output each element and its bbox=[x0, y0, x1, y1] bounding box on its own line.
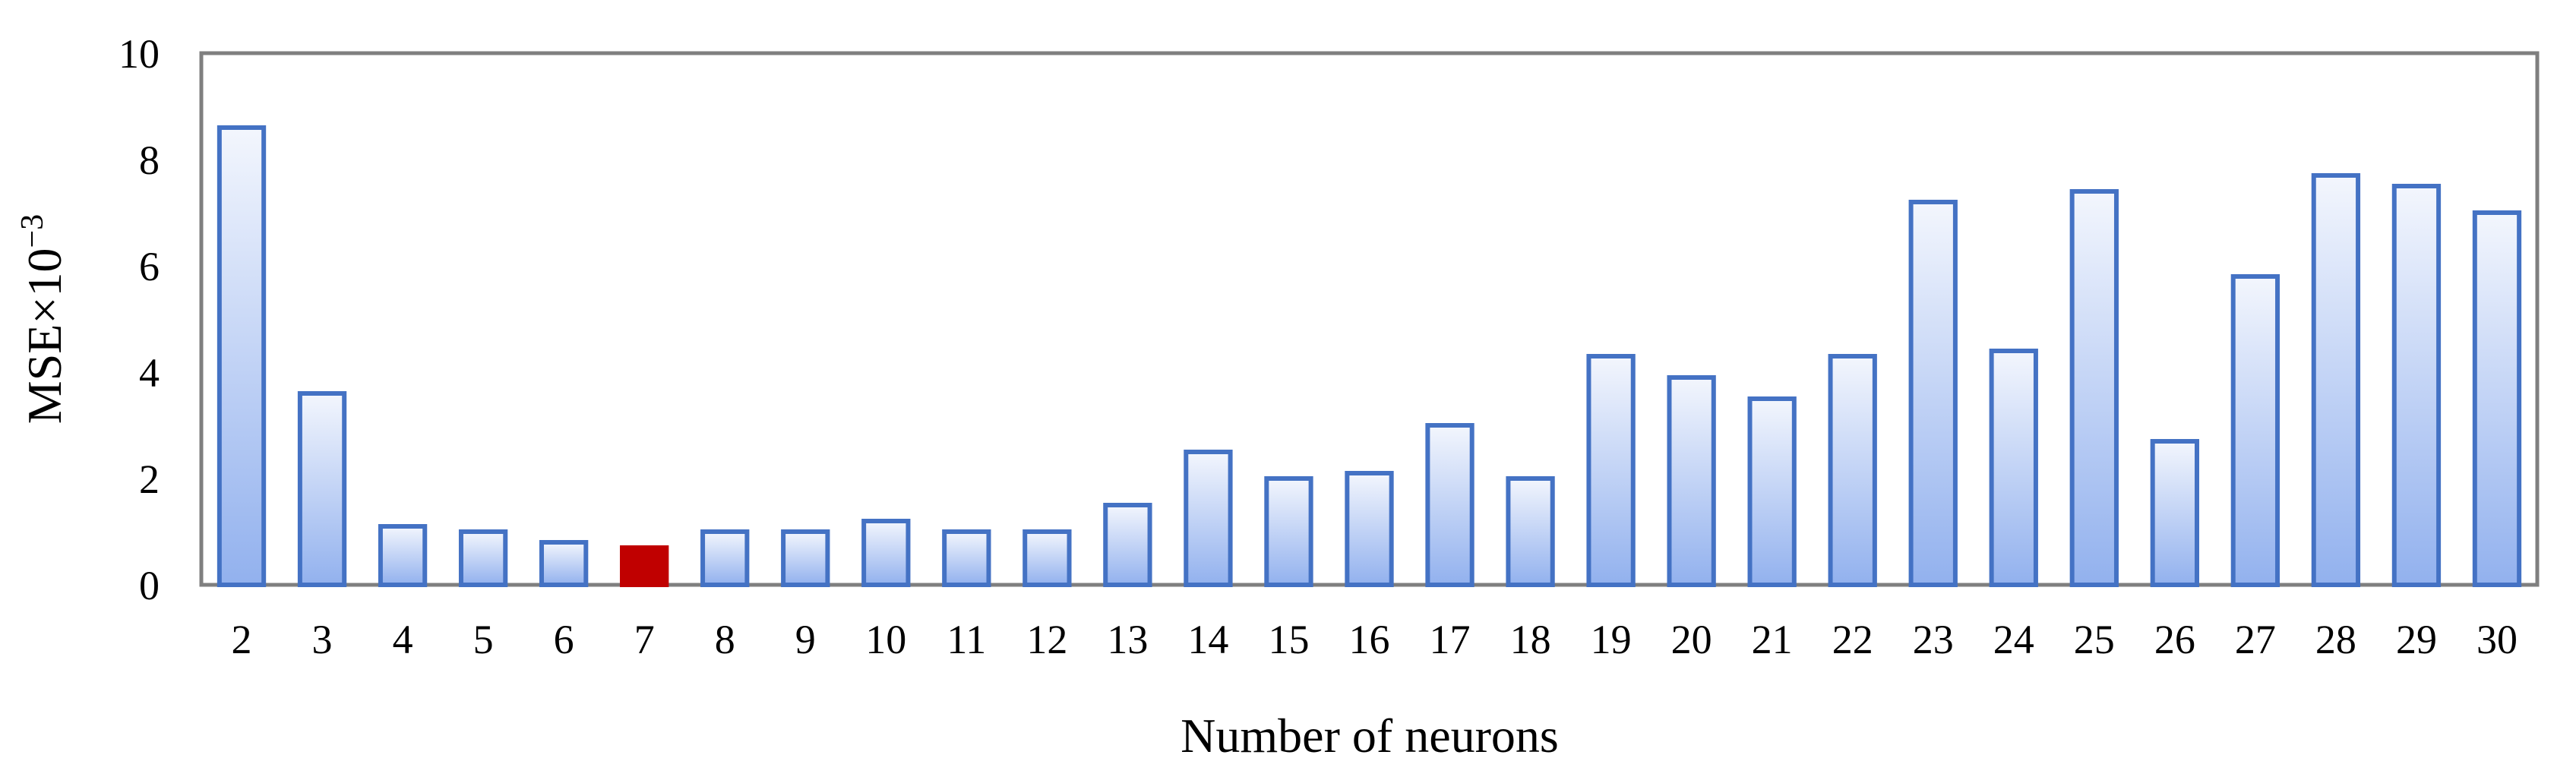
bar bbox=[1345, 471, 1394, 587]
bar bbox=[1022, 529, 1072, 587]
x-axis-title: Number of neurons bbox=[1181, 709, 1559, 763]
bar bbox=[861, 519, 911, 587]
bars-group bbox=[217, 125, 2522, 587]
x-tick-label: 26 bbox=[2154, 617, 2195, 662]
bar bbox=[458, 529, 508, 587]
bar bbox=[1425, 423, 1474, 587]
y-tick-label: 0 bbox=[139, 563, 160, 608]
bar bbox=[1908, 200, 1958, 587]
y-tick-label: 10 bbox=[119, 31, 160, 77]
x-tick-label: 30 bbox=[2476, 617, 2518, 662]
y-tick-label: 2 bbox=[139, 456, 160, 502]
x-tick-label: 7 bbox=[634, 617, 655, 662]
bar bbox=[1828, 354, 1877, 587]
x-tick-label: 18 bbox=[1510, 617, 1551, 662]
bar bbox=[942, 529, 991, 587]
bar bbox=[2391, 184, 2442, 587]
bar bbox=[1506, 476, 1555, 587]
bar bbox=[781, 529, 830, 587]
x-tick-label: 10 bbox=[865, 617, 906, 662]
x-tick-label: 15 bbox=[1268, 617, 1309, 662]
x-tick-label: 19 bbox=[1591, 617, 1632, 662]
bar bbox=[1747, 396, 1797, 587]
x-tick-label: 12 bbox=[1026, 617, 1067, 662]
x-tick-label: 4 bbox=[393, 617, 413, 662]
x-tick-label: 24 bbox=[1993, 617, 2034, 662]
x-tick-label: 16 bbox=[1349, 617, 1390, 662]
y-axis-tick-labels: 0 2 4 6 8 10 bbox=[119, 31, 160, 608]
x-tick-label: 5 bbox=[473, 617, 494, 662]
x-tick-label: 11 bbox=[947, 617, 986, 662]
x-tick-label: 6 bbox=[554, 617, 574, 662]
bar bbox=[2150, 439, 2200, 587]
x-tick-label: 27 bbox=[2235, 617, 2276, 662]
x-tick-label: 17 bbox=[1430, 617, 1471, 662]
bar bbox=[297, 391, 347, 587]
x-tick-label: 13 bbox=[1107, 617, 1148, 662]
x-tick-label: 21 bbox=[1752, 617, 1793, 662]
x-tick-label: 9 bbox=[795, 617, 816, 662]
bar bbox=[539, 540, 589, 587]
bar bbox=[1586, 354, 1636, 587]
bar bbox=[2472, 210, 2522, 587]
x-tick-label: 2 bbox=[232, 617, 252, 662]
x-tick-label: 23 bbox=[1913, 617, 1954, 662]
bar bbox=[2230, 274, 2280, 587]
bar bbox=[1667, 375, 1716, 587]
bar bbox=[1264, 476, 1313, 587]
bar bbox=[1184, 450, 1233, 587]
bar bbox=[1103, 503, 1152, 587]
y-tick-label: 6 bbox=[139, 244, 160, 289]
bar bbox=[2311, 173, 2361, 587]
bar bbox=[700, 529, 750, 587]
y-axis-title-exponent: −3 bbox=[15, 214, 50, 248]
x-tick-label: 20 bbox=[1671, 617, 1712, 662]
y-tick-label: 4 bbox=[139, 350, 160, 396]
x-axis-tick-labels: 2 3 4 5 6 7 8 9 10 11 12 13 14 15 16 17 18 19 20 21 22 23 24 25… bbox=[232, 617, 2518, 662]
x-tick-label: 28 bbox=[2315, 617, 2356, 662]
y-axis-title-main: MSE×10 bbox=[17, 248, 71, 425]
x-tick-label: 29 bbox=[2396, 617, 2437, 662]
bar bbox=[2069, 189, 2119, 587]
bar bbox=[378, 524, 428, 587]
bar-highlighted bbox=[620, 545, 669, 587]
x-tick-label: 3 bbox=[312, 617, 333, 662]
bar bbox=[1989, 349, 2038, 587]
y-tick-label: 8 bbox=[139, 137, 160, 183]
y-axis-title: MSE×10−3 bbox=[15, 214, 71, 424]
x-tick-label: 22 bbox=[1832, 617, 1873, 662]
x-tick-label: 14 bbox=[1187, 617, 1228, 662]
x-tick-label: 8 bbox=[715, 617, 735, 662]
x-tick-label: 25 bbox=[2074, 617, 2115, 662]
bar bbox=[217, 125, 267, 587]
